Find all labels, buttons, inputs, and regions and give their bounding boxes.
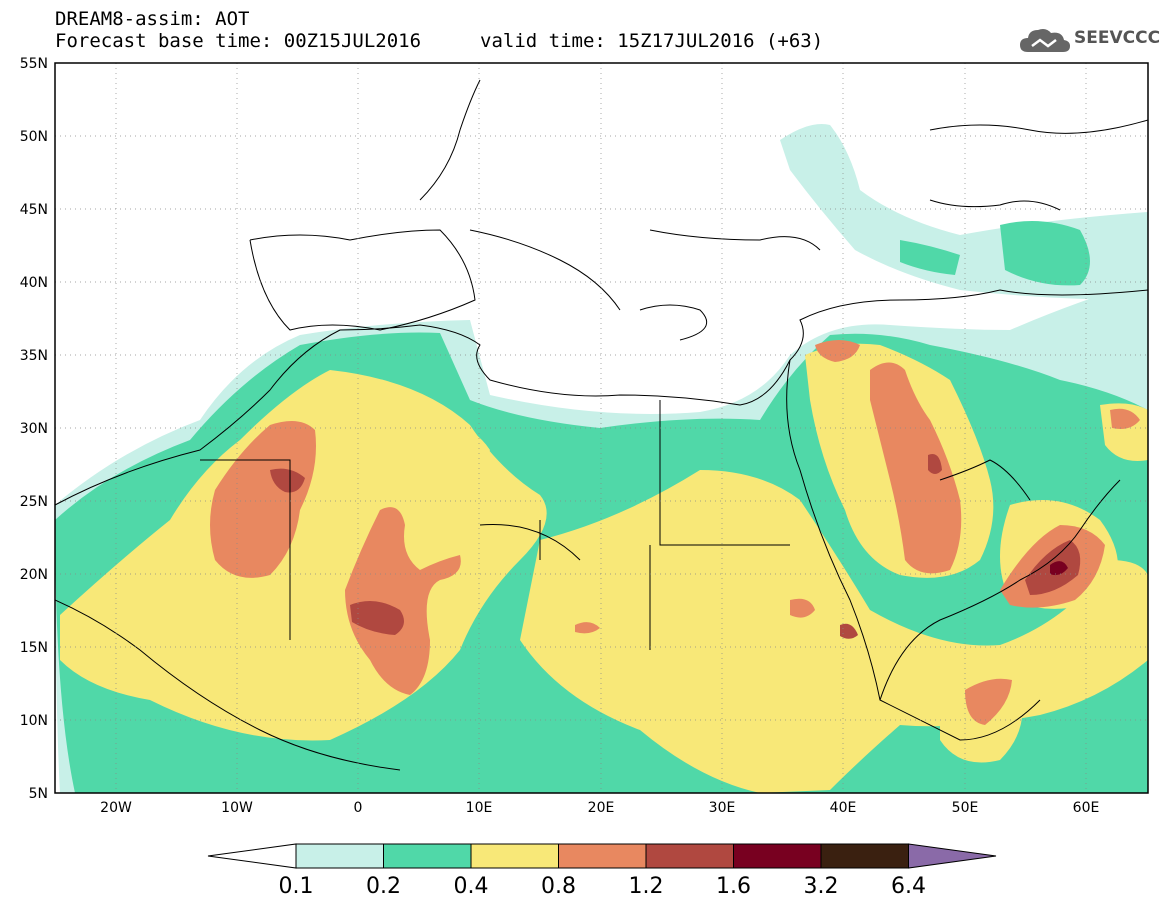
lon-label: 40E bbox=[830, 800, 857, 816]
lon-label: 20E bbox=[588, 800, 615, 816]
colorbar-segment bbox=[383, 843, 472, 869]
lat-label: 30N bbox=[20, 421, 48, 437]
lon-label: 10E bbox=[466, 800, 493, 816]
lon-label: 50E bbox=[952, 800, 979, 816]
colorbar-segment bbox=[558, 843, 647, 869]
lon-label: 20W bbox=[100, 800, 132, 816]
longitude-labels: 20W 10W 0 10E 20E 30E 40E 50E 60E bbox=[100, 800, 1099, 816]
lat-label: 10N bbox=[20, 713, 48, 729]
colorbar-label: 1.2 bbox=[629, 874, 664, 899]
lat-label: 50N bbox=[20, 129, 48, 145]
colorbar-label: 0.8 bbox=[541, 874, 576, 899]
valid-time: valid time: 15Z17JUL2016 (+63) bbox=[480, 30, 824, 52]
lon-label: 30E bbox=[709, 800, 736, 816]
map-title: DREAM8-assim: AOT bbox=[55, 8, 250, 30]
lon-label: 0 bbox=[354, 800, 363, 816]
colorbar-high-arrow bbox=[908, 843, 997, 869]
lon-label: 60E bbox=[1073, 800, 1100, 816]
map-frame bbox=[54, 62, 1149, 794]
aot-field bbox=[55, 63, 1148, 793]
lat-label: 15N bbox=[20, 640, 48, 656]
coastlines bbox=[55, 79, 1148, 771]
colorbar-label: 0.1 bbox=[279, 874, 314, 899]
lat-label: 55N bbox=[20, 56, 48, 72]
latitude-labels: 55N 50N 45N 40N 35N 30N 25N 20N 15N 10N … bbox=[20, 56, 48, 802]
colorbar-label: 6.4 bbox=[891, 874, 926, 899]
lat-label: 45N bbox=[20, 202, 48, 218]
colorbar-label: 0.2 bbox=[366, 874, 401, 899]
cloud-icon bbox=[1020, 29, 1070, 52]
lat-label: 40N bbox=[20, 275, 48, 291]
colorbar-label: 1.6 bbox=[716, 874, 751, 899]
forecast-base-time: Forecast base time: 00Z15JUL2016 bbox=[55, 30, 422, 52]
colorbar-label: 3.2 bbox=[804, 874, 839, 899]
colorbar: 0.1 0.2 0.4 0.8 1.2 1.6 3.2 6.4 bbox=[207, 843, 997, 899]
colorbar-label: 0.4 bbox=[454, 874, 489, 899]
grid bbox=[55, 63, 1148, 793]
lat-label: 20N bbox=[20, 567, 48, 583]
colorbar-segment bbox=[733, 843, 822, 869]
logo-text: SEEVCCC bbox=[1074, 28, 1161, 48]
lat-label: 25N bbox=[20, 494, 48, 510]
lat-label: 35N bbox=[20, 348, 48, 364]
lon-label: 10W bbox=[221, 800, 253, 816]
colorbar-segment bbox=[295, 843, 384, 869]
lat-label: 5N bbox=[29, 786, 48, 802]
colorbar-low-arrow bbox=[207, 843, 297, 869]
colorbar-segment bbox=[470, 843, 559, 869]
seevccc-logo: SEEVCCC bbox=[1018, 24, 1161, 56]
colorbar-segment bbox=[645, 843, 734, 869]
colorbar-segment bbox=[820, 843, 909, 869]
